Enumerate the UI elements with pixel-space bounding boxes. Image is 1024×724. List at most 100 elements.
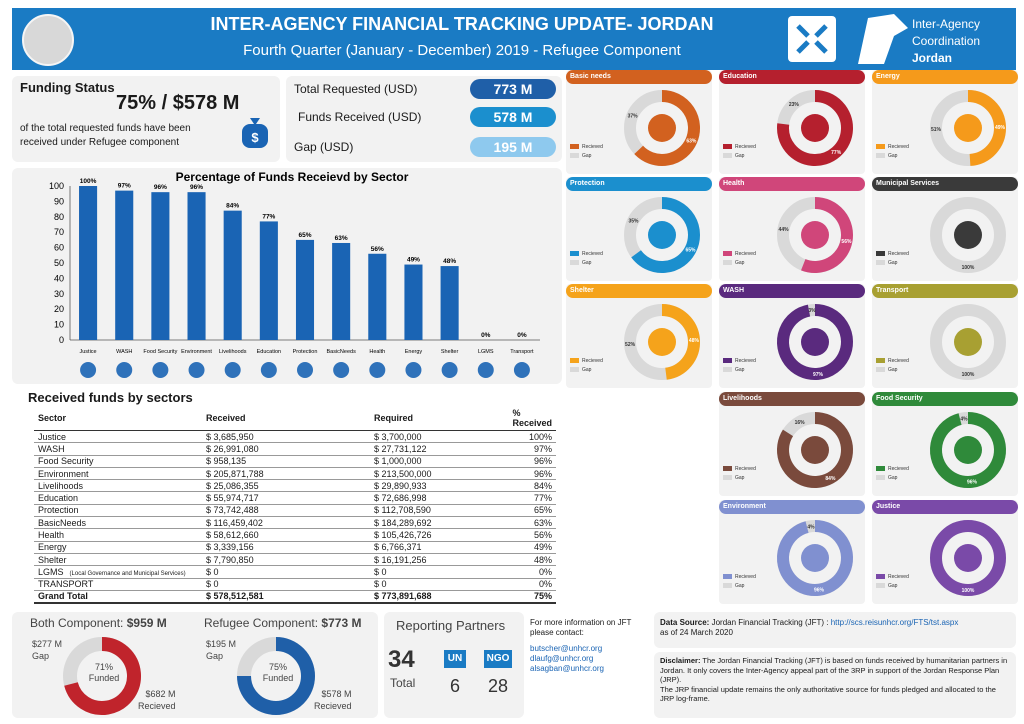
donut-card-title: Protection bbox=[566, 177, 712, 191]
grand-total-row: Grand Total $ 578,512,581 $ 773,891,688 75% bbox=[34, 590, 556, 604]
disclaimer-body: The Jordan Financial Tracking (JFT) is b… bbox=[660, 656, 1008, 684]
table-row: Shelter $ 7,790,850 $ 16,191,256 48% bbox=[34, 553, 556, 567]
received-pct-label: 63% bbox=[686, 139, 697, 145]
legend-gap-label: Gap bbox=[735, 475, 745, 481]
ngo-partners-value: 28 bbox=[488, 676, 509, 696]
y-tick-label: 60 bbox=[54, 243, 64, 253]
x-category-label: Shelter bbox=[441, 349, 459, 355]
cell-sector: Justice bbox=[34, 430, 203, 444]
svg-text:$: $ bbox=[251, 130, 259, 145]
contact-email-link[interactable]: alsagban@unhcr.org bbox=[530, 664, 604, 673]
sector-received-arc bbox=[661, 304, 700, 380]
x-category-label: Health bbox=[369, 349, 385, 355]
x-category-label: BasicNeeds bbox=[326, 349, 356, 355]
y-tick-label: 10 bbox=[54, 320, 64, 330]
y-tick-label: 20 bbox=[54, 304, 64, 314]
funding-status-panel: Funding Status 75% / $578 M of the total… bbox=[12, 76, 280, 162]
cell-percent: 0% bbox=[508, 565, 556, 579]
contact-email-link[interactable]: butscher@unhcr.org bbox=[530, 644, 603, 653]
y-tick-label: 80 bbox=[54, 212, 64, 222]
contact-email-link[interactable]: dlaufg@unhcr.org bbox=[530, 654, 594, 663]
bar-health bbox=[368, 253, 387, 340]
funds-received-label: Funds Received (USD) bbox=[298, 110, 422, 124]
donut-card-title: Justice bbox=[872, 500, 1018, 514]
sector-donut: 96% 4% bbox=[777, 520, 853, 596]
sector-icon bbox=[188, 362, 205, 378]
sector-icon bbox=[513, 362, 530, 378]
legend-gap-label: Gap bbox=[888, 583, 898, 589]
cell-sector: BasicNeeds bbox=[34, 516, 203, 530]
donut-legend: Recieved Gap bbox=[723, 251, 756, 266]
total-label: Grand Total bbox=[34, 590, 203, 604]
bar-value-label: 0% bbox=[481, 332, 491, 339]
cell-required: $ 29,890,933 bbox=[369, 479, 509, 493]
x-category-label: Energy bbox=[405, 349, 423, 355]
donut-card-title: Transport bbox=[872, 284, 1018, 298]
table-header-row: Sector Received Required % Received bbox=[34, 406, 556, 431]
sector-icon bbox=[801, 221, 829, 249]
bar-value-label: 100% bbox=[80, 178, 97, 185]
both-center-pct: 71% bbox=[94, 662, 113, 672]
gap-value: 195 M bbox=[470, 137, 556, 157]
gap-pct-label: 52% bbox=[625, 342, 636, 348]
refugee-gap-text: $195 M Gap bbox=[206, 638, 236, 662]
data-source-label: Data Source: bbox=[660, 618, 710, 627]
both-received-value: $682 M bbox=[145, 689, 176, 699]
cell-sector: Protection bbox=[34, 504, 203, 518]
gap-pct-label: 37% bbox=[628, 113, 639, 119]
legend-received: Recieved bbox=[570, 251, 603, 257]
data-source-link[interactable]: http://scs.reisunhcr.org/FTS/tst.aspx bbox=[830, 618, 959, 627]
received-pct-label: 84% bbox=[825, 476, 836, 482]
cell-sector: TRANSPORT bbox=[34, 578, 203, 591]
contact-block: For more information on JFT please conta… bbox=[530, 618, 648, 674]
cell-required: $ 213,500,000 bbox=[369, 467, 509, 481]
gap-pct-label: 16% bbox=[795, 420, 806, 426]
donut-card-title: WASH bbox=[719, 284, 865, 298]
sector-received-arc bbox=[930, 412, 1006, 488]
components-panel: Both Component: $959 M Refugee Component… bbox=[12, 612, 378, 718]
donut-card-shelter: Shelter 48% 52% Recieved Gap bbox=[566, 284, 712, 388]
y-tick-label: 50 bbox=[54, 258, 64, 268]
both-center-label: Funded bbox=[88, 673, 120, 683]
donut-legend: Recieved Gap bbox=[723, 144, 756, 159]
legend-gap: Gap bbox=[876, 367, 909, 373]
received-pct-label: 48% bbox=[689, 338, 700, 344]
funding-description: of the total requested funds have been r… bbox=[20, 122, 191, 150]
sector-icon bbox=[648, 114, 676, 142]
bar-environment bbox=[187, 192, 206, 340]
cell-received: $ 73,742,488 bbox=[202, 504, 370, 518]
col-sector-header: Sector bbox=[34, 406, 203, 431]
cell-percent: 49% bbox=[508, 541, 556, 554]
legend-received: Recieved bbox=[876, 574, 909, 580]
sector-icon bbox=[801, 436, 829, 464]
refugee-received-value: $578 M bbox=[321, 689, 352, 699]
legend-gap: Gap bbox=[570, 153, 603, 159]
table-row: Justice $ 3,685,950 $ 3,700,000 100% bbox=[34, 430, 556, 444]
legend-gap: Gap bbox=[876, 260, 909, 266]
cell-required: $ 27,731,122 bbox=[369, 442, 509, 456]
donut-legend: Recieved Gap bbox=[876, 251, 909, 266]
cell-required: $ 0 bbox=[369, 578, 509, 591]
cell-sector: LGMS (Local Governance and Municipal Serv… bbox=[34, 565, 203, 579]
cell-received: $ 3,685,950 bbox=[202, 430, 370, 444]
total-received: $ 578,512,581 bbox=[202, 590, 370, 604]
legend-received-label: Recieved bbox=[735, 358, 756, 364]
legend-received-label: Recieved bbox=[888, 574, 909, 580]
x-category-label: Livelihoods bbox=[219, 349, 247, 355]
sector-donut: 84% 16% bbox=[777, 412, 853, 488]
percentage-chart-panel: Percentage of Funds Receievd by Sector 10… bbox=[12, 168, 562, 384]
bar-wash bbox=[115, 190, 134, 340]
bar-value-label: 65% bbox=[298, 232, 311, 239]
cell-percent: 56% bbox=[508, 528, 556, 542]
legend-gap: Gap bbox=[723, 475, 756, 481]
table-row: LGMS (Local Governance and Municipal Serv… bbox=[34, 565, 556, 579]
gap-pct-label: 100% bbox=[962, 372, 975, 378]
table-row: Environment $ 205,871,788 $ 213,500,000 96% bbox=[34, 467, 556, 481]
cell-sector: Energy bbox=[34, 541, 203, 554]
jordan-map-icon bbox=[858, 14, 908, 64]
received-pct-label: 77% bbox=[831, 150, 842, 156]
sector-donut: 100% bbox=[930, 197, 1006, 273]
sector-percentage-bar-chart: Percentage of Funds Receievd by Sector 10… bbox=[49, 170, 540, 378]
refugee-received-label: Recieved bbox=[314, 701, 352, 711]
cell-percent: 96% bbox=[508, 467, 556, 481]
